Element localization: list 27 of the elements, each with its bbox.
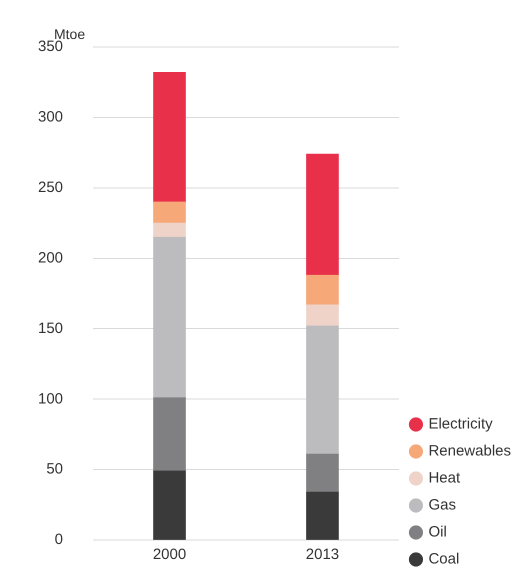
bar <box>153 397 186 472</box>
y-tick-label: 300 <box>38 108 64 126</box>
legend-label: Oil <box>428 524 447 541</box>
legend-label: Renewables <box>428 442 512 460</box>
bar <box>153 470 186 540</box>
legend-label: Electricity <box>428 416 494 433</box>
y-tick-label: 250 <box>38 179 64 196</box>
bar <box>153 236 186 398</box>
bar <box>306 154 339 276</box>
y-tick-label: 200 <box>38 249 64 266</box>
bar <box>306 274 339 306</box>
bar <box>306 492 339 540</box>
legend-label: Coal <box>428 550 460 568</box>
y-tick-label: 100 <box>38 390 64 408</box>
bar <box>306 304 339 326</box>
legend-label: Heat <box>428 470 461 487</box>
y-tick-label: 50 <box>46 460 64 478</box>
y-tick-label: 150 <box>38 320 64 337</box>
y-tick-label: 0 <box>54 531 64 548</box>
bar <box>306 326 339 454</box>
x-tick-label: 2000 <box>152 546 186 564</box>
bar <box>153 72 186 202</box>
x-tick-label: 2013 <box>306 546 340 564</box>
bar <box>306 454 339 492</box>
legend-label: Gas <box>428 496 456 514</box>
bar <box>153 222 186 238</box>
bar <box>153 202 186 224</box>
